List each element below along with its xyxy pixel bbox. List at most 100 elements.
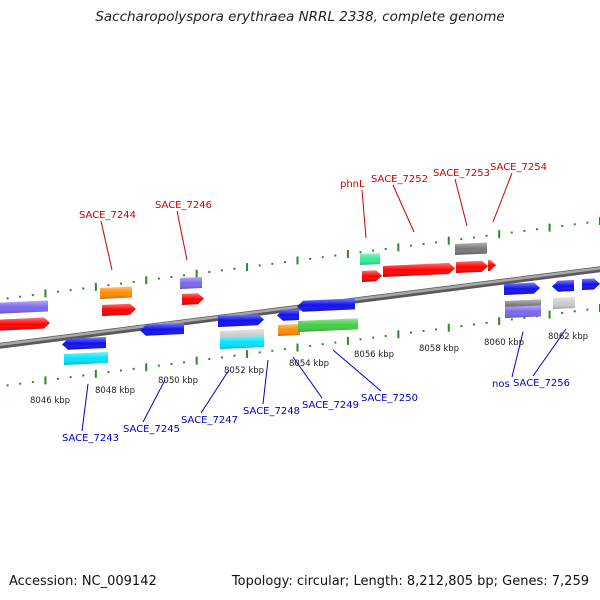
ruler-dot: [409, 244, 412, 247]
gene-label-sace_7248: SACE_7248: [243, 406, 300, 417]
leader-line: [332, 349, 382, 392]
gene-arrow-shade: [360, 253, 380, 265]
ruler-dot: [523, 316, 526, 319]
ruler-dot: [586, 221, 589, 224]
ruler-dot: [19, 382, 22, 385]
gene-arrow-shade: [62, 337, 106, 350]
ruler-tick-label: 8054 kbp: [289, 359, 329, 369]
ruler-major-tick: [94, 282, 97, 291]
leader-line: [454, 178, 468, 227]
ruler-major-tick: [195, 356, 198, 365]
ruler-dot: [321, 343, 324, 346]
gene-arrow-shade: [0, 317, 50, 331]
ruler-dot: [510, 231, 513, 234]
ruler-major-tick: [397, 243, 400, 252]
ruler-dot: [132, 367, 135, 370]
gene-label-sace_7245: SACE_7245: [123, 424, 180, 435]
ruler-major-tick: [498, 230, 501, 239]
leader-line: [200, 369, 230, 414]
ruler-major-tick: [498, 317, 501, 326]
gene-arrow-shade: [582, 278, 600, 290]
leader-line: [511, 331, 524, 378]
gene-arrow-shade: [220, 336, 264, 349]
ruler-tick-label: 8062 kbp: [548, 332, 588, 342]
ruler-dot: [309, 344, 312, 347]
gene-label-sace_7246: SACE_7246: [155, 200, 212, 211]
ruler-major-tick: [246, 350, 249, 359]
ruler-dot: [535, 228, 538, 231]
ruler-dot: [271, 349, 274, 352]
ruler-dot: [69, 289, 72, 292]
ruler-dot: [6, 297, 9, 300]
ruler-dot: [82, 287, 85, 290]
ruler-dot: [283, 348, 286, 351]
ruler-major-tick: [346, 249, 349, 258]
gene-label-phnl: phnL: [340, 179, 365, 190]
ruler-dot: [435, 328, 438, 331]
gene-arrow-shade: [278, 324, 300, 336]
ruler-dot: [334, 341, 337, 344]
ruler-dot: [384, 247, 387, 250]
ruler-major-tick: [44, 289, 47, 298]
ruler-tick-label: 8050 kbp: [158, 376, 198, 386]
topology-text: Topology: circular; Length: 8,212,805 bp…: [231, 574, 589, 589]
gene-arrow-shade: [0, 300, 48, 314]
gene-arrow-shade: [182, 293, 204, 305]
ruler-dot: [359, 251, 362, 254]
ruler-dot: [57, 290, 60, 293]
ruler-dot: [170, 362, 173, 365]
ruler-dot: [460, 325, 463, 328]
ruler-dot: [183, 274, 186, 277]
ruler-tick-label: 8052 kbp: [224, 366, 264, 376]
ruler-dot: [586, 308, 589, 311]
gene-arrow-shade: [383, 263, 455, 277]
ruler-major-tick: [44, 376, 47, 385]
ruler-dot: [271, 262, 274, 265]
ruler-major-tick: [447, 236, 450, 245]
ruler-major-tick: [296, 343, 299, 352]
ruler-dot: [485, 234, 488, 237]
gene-label-sace_7253: SACE_7253: [433, 168, 490, 179]
ruler-dot: [220, 356, 223, 359]
ruler-dot: [120, 282, 123, 285]
ruler-dot: [69, 376, 72, 379]
accession-text: Accession: NC_009142: [9, 574, 157, 589]
gene-arrow-shade: [102, 303, 136, 316]
ruler-dot: [120, 369, 123, 372]
ruler-dot: [472, 236, 475, 239]
ruler-dot: [258, 351, 261, 354]
gene-arrow-shade: [64, 352, 108, 365]
ruler-major-tick: [397, 330, 400, 339]
gene-label-sace_7244: SACE_7244: [79, 210, 136, 221]
ruler-dot: [372, 249, 375, 252]
ruler-dot: [19, 295, 22, 298]
gene-label-sace_7250: SACE_7250: [361, 393, 418, 404]
ruler-dot: [561, 224, 564, 227]
ruler-dot: [107, 371, 110, 374]
ruler-major-tick: [246, 263, 249, 272]
leader-line: [262, 359, 269, 405]
ruler-dot: [573, 223, 576, 226]
ruler-major-tick: [296, 256, 299, 265]
gene-arrow-shade: [298, 318, 358, 332]
ruler-tick-labels: 8046 kbp 8048 kbp 8050 kbp 8052 kbp 8054 kbp…: [30, 332, 588, 406]
ruler-dot: [422, 243, 425, 246]
ruler-dot: [435, 241, 438, 244]
ruler-major-tick: [94, 369, 97, 378]
leader-line: [176, 210, 188, 261]
gene-arrow-shade: [218, 314, 264, 327]
gene-arrow-shade: [180, 277, 202, 289]
ruler-dot: [57, 377, 60, 380]
gene-label-sace_7243: SACE_7243: [62, 433, 119, 444]
gene-arrow-shade: [140, 323, 184, 336]
ruler-dot: [258, 264, 261, 267]
gene-arrow-shade: [100, 286, 132, 299]
ruler-dot: [31, 381, 34, 384]
gene-arrow-shade: [455, 242, 487, 255]
gene-arrow-shade: [505, 305, 541, 318]
ruler-dot: [372, 336, 375, 339]
map-title: Saccharopolyspora erythraea NRRL 2338, c…: [95, 9, 505, 25]
gene-labels: SACE_7244 SACE_7246 phnL SACE_7252 SACE_7253…: [62, 162, 570, 444]
ruler-dot: [157, 364, 160, 367]
